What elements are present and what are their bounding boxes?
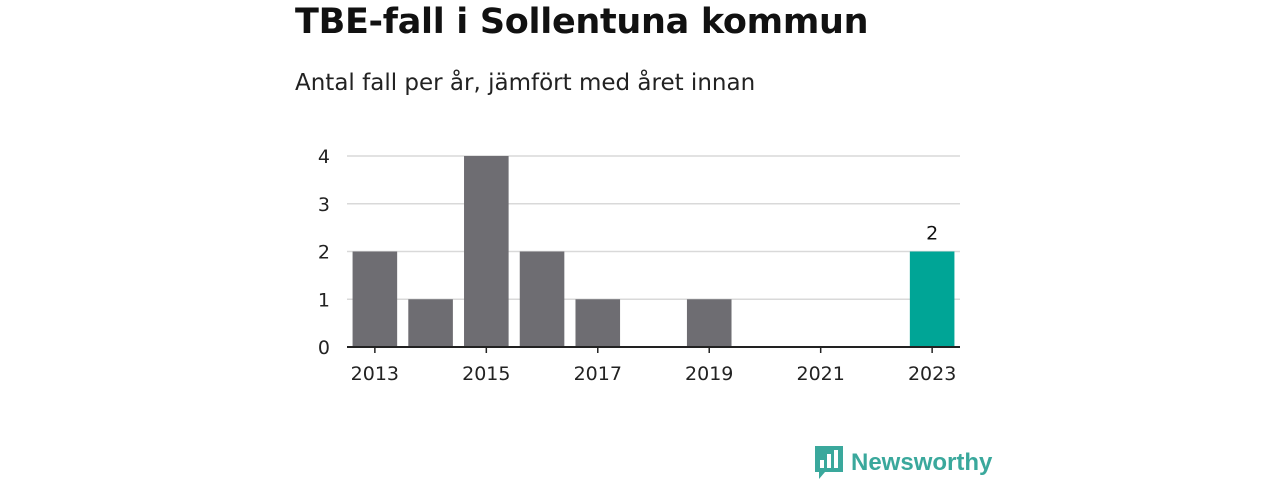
y-tick-label: 4 <box>318 146 330 168</box>
x-tick-label: 2019 <box>685 363 733 385</box>
bar-2023 <box>909 251 955 347</box>
x-tick-label: 2015 <box>462 363 510 385</box>
x-tick-label: 2023 <box>908 363 956 385</box>
bar-chart: 0 1 2 3 4 2 2013 2015 2017 2019 2021 2023 <box>318 146 960 385</box>
brand-name: Newsworthy <box>851 449 993 476</box>
chart-title: TBE-fall i Sollentuna kommun <box>295 2 869 42</box>
bar-chart-icon <box>815 446 843 479</box>
bar-2017 <box>575 299 621 347</box>
data-label: 2 <box>926 223 938 245</box>
bar-2015 <box>464 156 509 347</box>
chart-subtitle: Antal fall per år, jämfört med året inna… <box>295 70 756 96</box>
y-tick-label: 1 <box>318 289 330 311</box>
newsworthy-logo: Newsworthy <box>815 446 992 480</box>
bar-2014 <box>408 299 453 347</box>
bar-2016 <box>519 251 565 347</box>
bar-2013 <box>352 251 398 347</box>
x-tick-label: 2021 <box>797 363 845 385</box>
x-tick-label: 2013 <box>351 363 399 385</box>
x-tick-label: 2017 <box>574 363 622 385</box>
y-tick-label: 2 <box>318 242 330 264</box>
bar-2019 <box>686 299 732 347</box>
y-tick-label: 0 <box>318 337 330 359</box>
y-tick-label: 3 <box>318 194 330 216</box>
